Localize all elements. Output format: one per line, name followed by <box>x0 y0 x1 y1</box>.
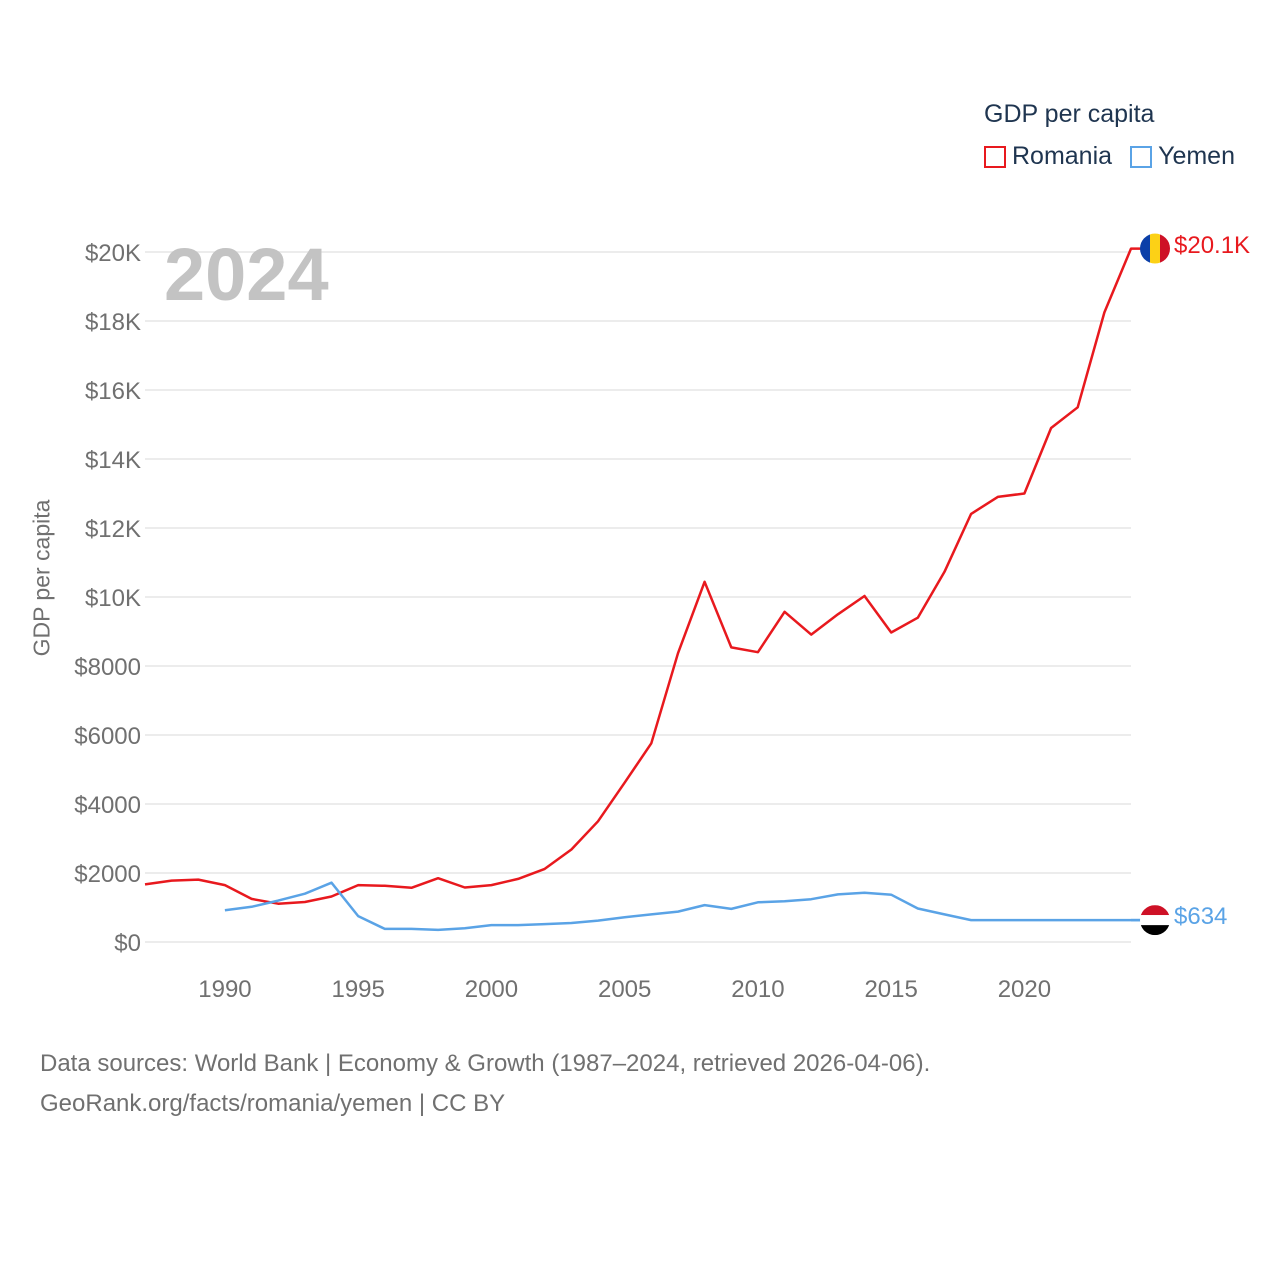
romania-flag-yellow <box>1150 233 1160 264</box>
y-tick-label: $18K <box>85 309 141 336</box>
romania-flag-red <box>1160 233 1170 264</box>
legend-label-yemen: Yemen <box>1158 142 1235 170</box>
y-tick-label: $2000 <box>74 861 141 888</box>
y-tick-label: $10K <box>85 585 141 612</box>
x-tick-label: 2000 <box>465 976 518 1003</box>
y-axis-title: GDP per capita <box>28 499 55 657</box>
y-tick-label: $6000 <box>74 723 141 750</box>
x-tick-label: 1990 <box>198 976 251 1003</box>
y-axis-ticks: $0 $2000 $4000 $6000 $8000 $10K $12K $14K $16K $1… <box>74 240 141 957</box>
x-tick-label: 2005 <box>598 976 651 1003</box>
end-label-yemen: $634 <box>1174 903 1228 930</box>
romania-flag-blue <box>1140 233 1150 264</box>
y-tick-label: $4000 <box>74 792 141 819</box>
end-label-romania: $20.1K <box>1174 232 1251 259</box>
y-tick-label: $12K <box>85 516 141 543</box>
flag-markers <box>1131 233 1170 936</box>
legend-title: GDP per capita <box>984 100 1155 128</box>
y-tick-label: $20K <box>85 240 141 267</box>
x-tick-label: 1995 <box>331 976 384 1003</box>
y-tick-label: $14K <box>85 447 141 474</box>
y-tick-label: $8000 <box>74 654 141 681</box>
legend: Romania Yemen <box>984 142 1235 171</box>
yemen-flag-black <box>1140 925 1170 936</box>
romania-flag-icon <box>1140 233 1170 264</box>
legend-label-romania: Romania <box>1012 142 1113 170</box>
source-line-1: Data sources: World Bank | Economy & Gro… <box>40 1050 931 1077</box>
yemen-flag-red <box>1140 905 1170 916</box>
series-line-romania <box>144 247 1141 905</box>
grid-lines <box>145 251 1131 943</box>
x-axis-ticks: 1990 1995 2000 2005 2010 2015 2020 <box>198 976 1051 1003</box>
yemen-flag-white <box>1140 915 1170 926</box>
y-tick-label: $0 <box>114 930 141 957</box>
series-line-yemen <box>224 881 1141 932</box>
x-tick-label: 2010 <box>731 976 784 1003</box>
year-label: 2024 <box>164 233 329 316</box>
legend-item-romania[interactable]: Romania <box>984 142 1112 171</box>
legend-swatch-yemen <box>1130 145 1153 168</box>
yemen-flag-icon <box>1140 905 1170 936</box>
data-source-note: Data sources: World Bank | Economy & Gro… <box>40 1044 930 1124</box>
x-tick-label: 2020 <box>998 976 1051 1003</box>
y-tick-label: $16K <box>85 378 141 405</box>
legend-item-yemen[interactable]: Yemen <box>1130 142 1235 171</box>
series-lines <box>144 247 1141 932</box>
legend-swatch-romania <box>984 145 1006 168</box>
x-tick-label: 2015 <box>864 976 917 1003</box>
source-line-2[interactable]: GeoRank.org/facts/romania/yemen | CC BY <box>40 1090 506 1117</box>
